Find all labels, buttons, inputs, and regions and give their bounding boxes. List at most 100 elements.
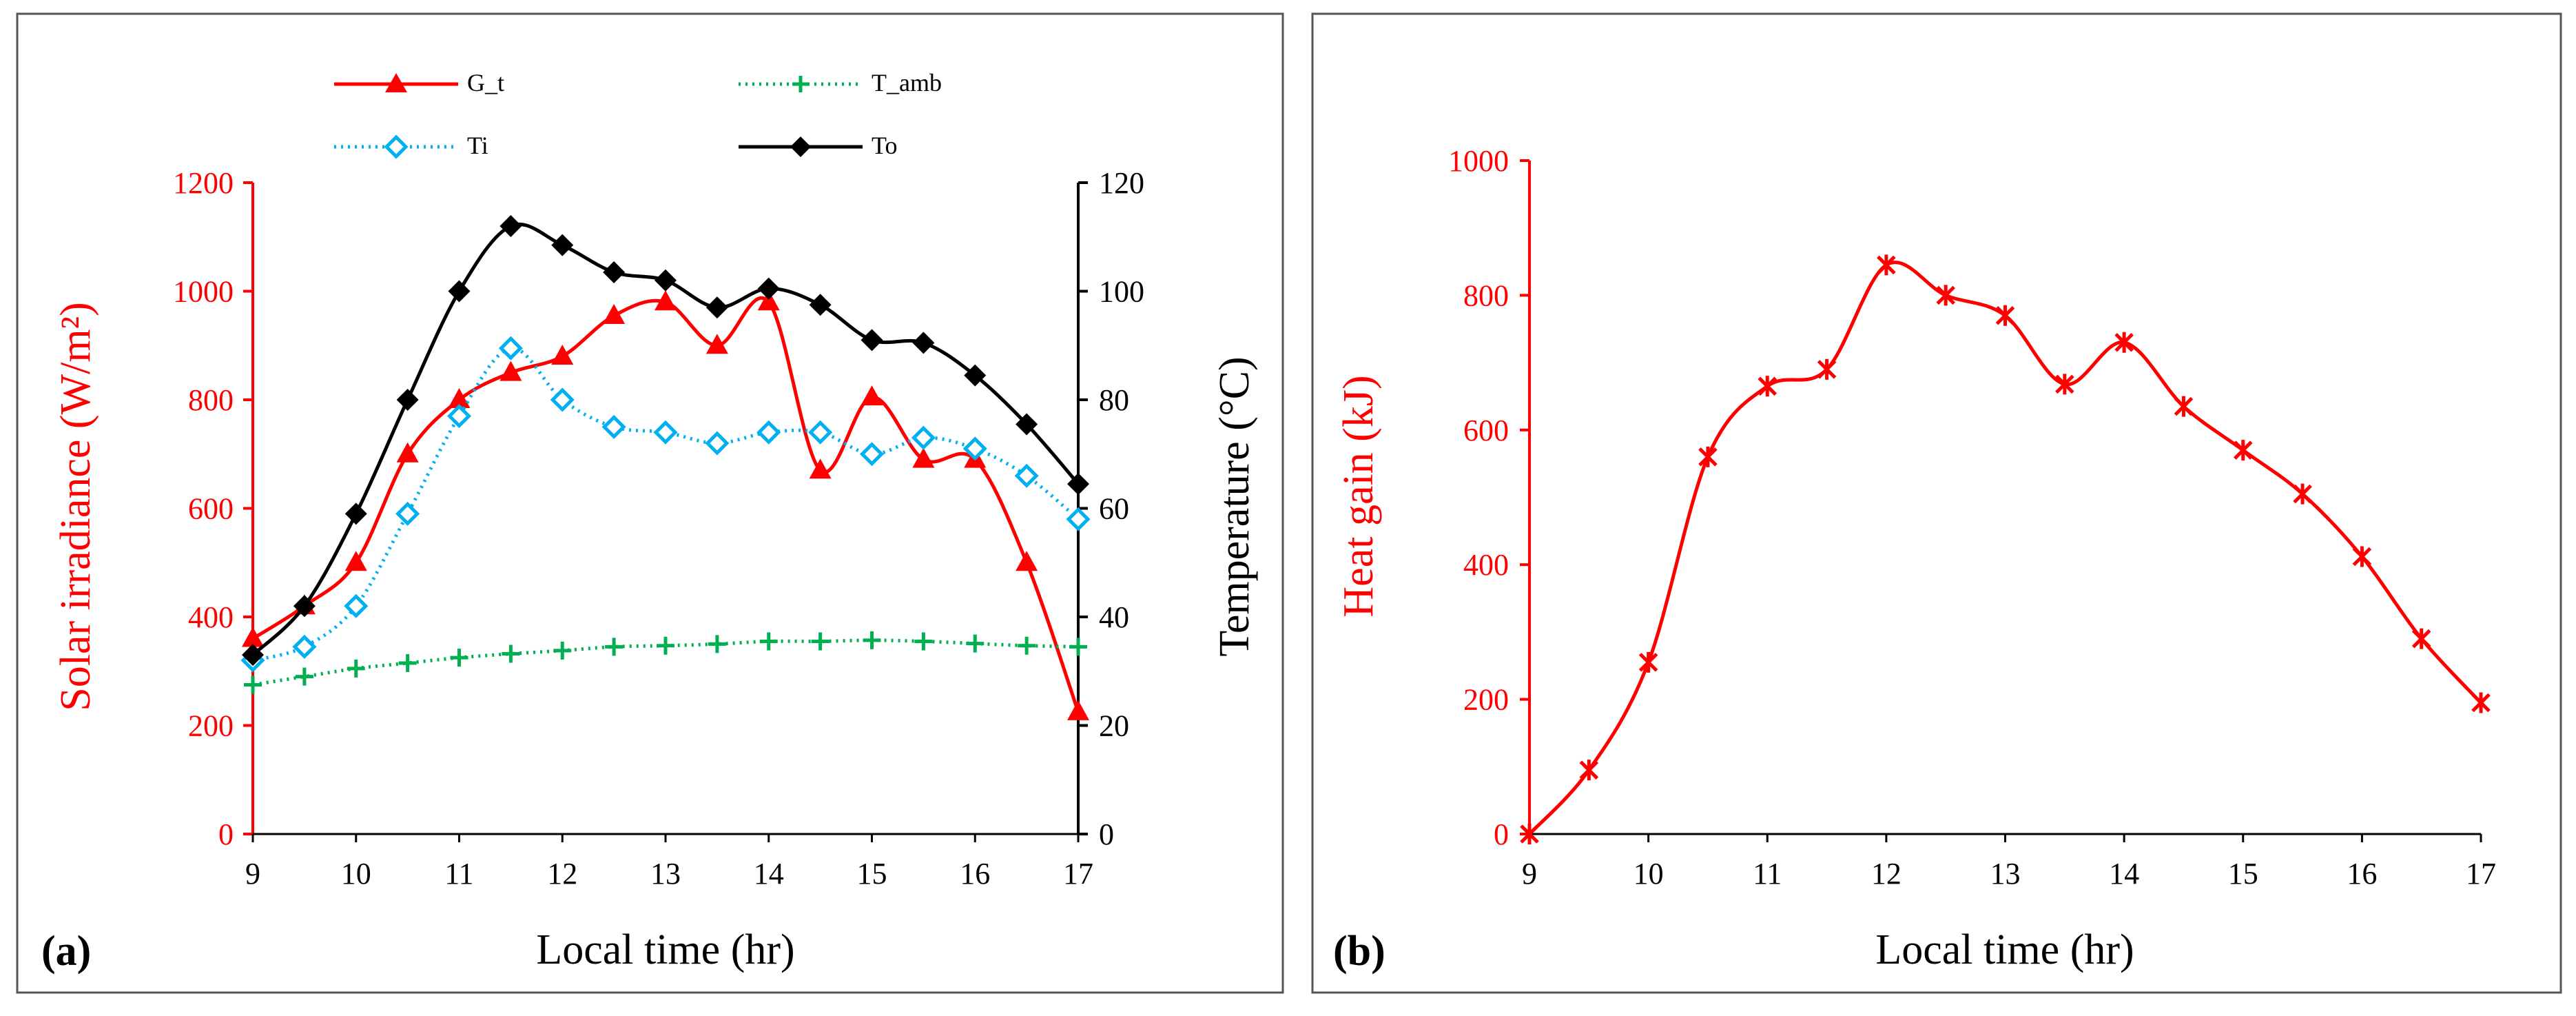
data-point xyxy=(448,280,471,303)
data-point xyxy=(1936,285,1955,306)
data-point xyxy=(2233,440,2253,461)
data-point xyxy=(914,632,933,651)
x-tick-label: 11 xyxy=(444,857,473,891)
chart-b-y-axis-title: Heat gain (kJ) xyxy=(1335,375,1382,617)
data-point xyxy=(1014,463,1039,488)
series-ti xyxy=(240,336,1091,673)
data-point xyxy=(705,431,730,456)
panel-b-frame xyxy=(1311,12,2562,994)
series-heat-gain xyxy=(1520,254,2491,844)
legend-marker-plus xyxy=(792,76,809,92)
data-point xyxy=(811,632,830,651)
chart-a-right-axis-title: Temperature (°C) xyxy=(1211,356,1258,656)
x-tick-label: 13 xyxy=(1990,857,2021,891)
data-point xyxy=(657,636,674,655)
data-point xyxy=(964,364,987,387)
data-point xyxy=(446,404,472,429)
y-tick-label-right: 80 xyxy=(1099,383,1129,417)
y-tick-label: 200 xyxy=(1463,683,1509,717)
svg-text:G_t: G_t xyxy=(467,69,504,96)
data-point xyxy=(653,420,678,445)
data-point xyxy=(1638,651,1658,673)
data-point xyxy=(1018,636,1036,655)
data-point xyxy=(809,294,832,316)
data-point xyxy=(859,442,885,467)
series-g-t xyxy=(242,290,1089,720)
data-point xyxy=(757,290,780,311)
y-tick-label-left: 800 xyxy=(188,383,234,417)
x-tick-label: 16 xyxy=(2347,857,2377,891)
data-point xyxy=(1066,507,1091,531)
data-point xyxy=(603,261,626,283)
data-point xyxy=(966,634,985,653)
data-point xyxy=(2411,628,2431,649)
data-point xyxy=(293,595,316,618)
x-tick-label: 9 xyxy=(245,857,260,891)
data-point xyxy=(242,627,264,647)
data-point xyxy=(242,644,264,667)
x-tick-label: 12 xyxy=(547,857,577,891)
data-point xyxy=(1758,376,1778,397)
data-point xyxy=(863,631,881,649)
data-point xyxy=(911,425,936,450)
chart-a-legend: G_t T_amb Ti To xyxy=(334,69,942,159)
y-tick-label-right: 20 xyxy=(1099,709,1129,743)
svg-text:Ti: Ti xyxy=(467,132,488,159)
y-tick-label-left: 1000 xyxy=(173,275,234,309)
data-point xyxy=(553,641,572,660)
y-tick-label: 800 xyxy=(1463,278,1509,312)
y-tick-label-right: 120 xyxy=(1099,166,1144,200)
data-point xyxy=(705,296,728,319)
data-point xyxy=(502,644,520,663)
data-point xyxy=(2293,483,2312,505)
x-tick-label: 10 xyxy=(1634,857,1664,891)
data-point xyxy=(1579,760,1599,781)
y-tick-label: 400 xyxy=(1463,548,1509,582)
y-tick-label-left: 1200 xyxy=(173,166,234,200)
series-line xyxy=(252,346,1080,662)
data-point xyxy=(757,277,780,300)
data-point xyxy=(601,414,626,439)
y-tick-label-left: 600 xyxy=(188,492,234,526)
chart-a-left-axis-title: Solar irradiance (W/m²) xyxy=(52,302,99,711)
data-point xyxy=(396,442,419,463)
data-point xyxy=(808,420,833,445)
series-line xyxy=(1528,261,2482,835)
data-point xyxy=(603,303,626,324)
data-point xyxy=(551,234,574,256)
data-point xyxy=(861,329,883,352)
data-point xyxy=(499,360,522,381)
chart-a-x-axis-title: Local time (hr) xyxy=(536,926,794,973)
y-tick-label: 600 xyxy=(1463,414,1509,447)
data-point xyxy=(912,447,935,468)
legend-marker-diamond xyxy=(790,136,811,157)
data-point xyxy=(295,667,313,686)
data-point xyxy=(1877,254,1896,276)
data-point xyxy=(551,345,574,365)
y-tick-label-right: 0 xyxy=(1099,817,1114,851)
data-point xyxy=(395,501,420,526)
data-point xyxy=(1067,473,1089,496)
x-tick-label: 11 xyxy=(1753,857,1782,891)
data-point xyxy=(705,334,728,354)
data-point xyxy=(655,269,677,292)
data-point xyxy=(861,385,883,406)
data-point xyxy=(1067,700,1089,720)
data-point xyxy=(344,551,367,571)
y-tick-label-left: 0 xyxy=(218,817,234,851)
data-point xyxy=(448,388,471,408)
data-point xyxy=(550,387,575,412)
data-point xyxy=(756,420,781,445)
data-point xyxy=(912,332,935,354)
y-tick-label-right: 40 xyxy=(1099,600,1129,634)
data-point xyxy=(605,638,624,656)
data-point xyxy=(1698,446,1718,467)
legend-entry-t-amb: T_amb xyxy=(739,69,942,96)
x-tick-label: 14 xyxy=(2109,857,2139,891)
data-point xyxy=(1016,551,1038,571)
svg-text:T_amb: T_amb xyxy=(872,69,942,96)
data-point xyxy=(2055,374,2074,395)
y-tick-label: 1000 xyxy=(1448,144,1509,178)
x-tick-label: 13 xyxy=(650,857,681,891)
